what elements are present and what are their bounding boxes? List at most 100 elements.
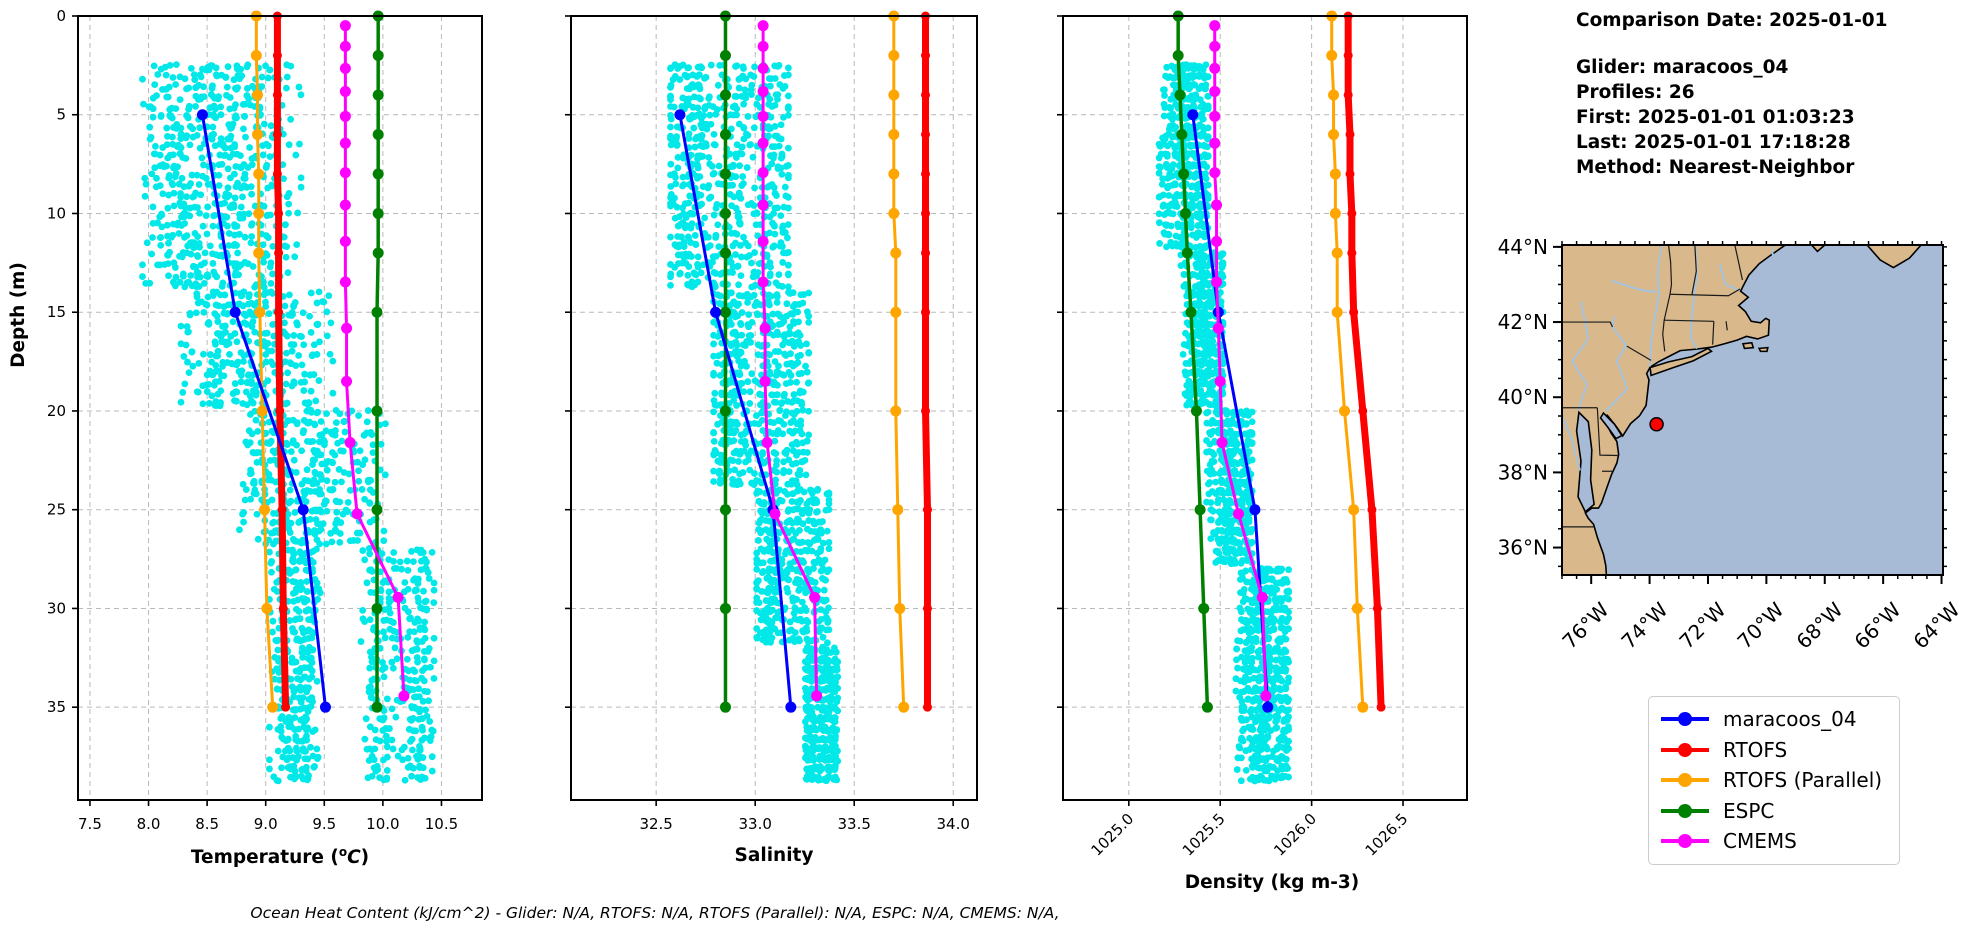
svg-text:0: 0 [56, 7, 66, 25]
map-lat-labels: 44°N42°N40°N38°N36°N [1498, 235, 1548, 560]
map-vt-nh-border [1691, 245, 1697, 295]
temperature-axis-label: Temperature (oC) [190, 845, 370, 869]
map-de-md-border [1596, 407, 1619, 457]
salinity-series-espc [719, 10, 731, 713]
svg-text:15: 15 [47, 303, 66, 321]
density-scatter-cloud [1155, 61, 1292, 785]
temperature-series-espc [371, 10, 384, 713]
method-text: Method: Nearest-Neighbor [1576, 157, 1855, 178]
map-mohawk-river [1611, 279, 1657, 293]
temperature-plot: 7.5 8.0 8.5 9.0 9.5 10.0 10.5 0 5 10 15 20 25 30 35 [47, 7, 483, 833]
svg-text:32.5: 32.5 [639, 815, 672, 833]
rtofs-parallel-line-swatch [1661, 773, 1709, 788]
density-series-rtofs [1343, 11, 1386, 712]
map-ma-north-border [1670, 288, 1741, 297]
svg-text:33.0: 33.0 [738, 815, 771, 833]
espc-line-swatch [1661, 803, 1709, 818]
svg-text:35: 35 [47, 698, 66, 716]
salinity-plot: 32.5 33.0 33.5 34.0 [565, 10, 978, 833]
density-axis-label: Density (kg m-3) [1184, 872, 1360, 893]
last-time-text: Last: 2025-01-01 17:18:28 [1576, 132, 1851, 153]
svg-text:9.5: 9.5 [312, 815, 336, 833]
map-ri-ma-border [1725, 321, 1728, 331]
temperature-ticks [72, 15, 443, 806]
map-nova-scotia [1866, 245, 1923, 269]
density-frame [1062, 15, 1468, 801]
legend-item-cmems: CMEMS [1661, 826, 1899, 857]
rtofs-line-swatch [1661, 742, 1709, 757]
map-ny-pa-border [1562, 321, 1614, 328]
legend-item-rtofs: RTOFS [1661, 735, 1899, 766]
legend-item-glider: maracoos_04 [1661, 704, 1899, 735]
svg-text:9.0: 9.0 [254, 815, 278, 833]
temperature-series-rtofs-parallel- [250, 10, 279, 713]
legend-label: ESPC [1723, 798, 1775, 823]
svg-text:10.5: 10.5 [425, 815, 458, 833]
salinity-series-cmems [757, 20, 823, 702]
map-delaware-bay [1599, 411, 1624, 440]
map-ma-ct-border [1664, 319, 1714, 322]
comparison-date-text: Comparison Date: 2025-01-01 [1576, 10, 1888, 31]
salinity-series-rtofs-parallel- [888, 10, 910, 713]
map-ny-vt-border [1667, 245, 1673, 295]
map-major-ticks [1553, 245, 1943, 584]
svg-text:33.5: 33.5 [838, 815, 871, 833]
density-plot: 1025.0 1025.5 1026.0 1026.5 [1057, 10, 1468, 860]
legend-label: RTOFS (Parallel) [1723, 768, 1883, 793]
map-mainland [1562, 245, 1787, 575]
svg-text:8.5: 8.5 [195, 815, 219, 833]
map-kennebec-river [1771, 245, 1774, 257]
map-nh-me-border [1734, 245, 1744, 281]
svg-text:25: 25 [47, 501, 66, 519]
map-ny-ma-ct-border [1662, 294, 1671, 352]
map-chesapeake-bay [1575, 410, 1595, 514]
map-ri-ct-border [1712, 321, 1715, 345]
map-ticks [1558, 241, 1947, 579]
glider-location-marker [1649, 417, 1664, 432]
temperature-frame [77, 15, 483, 801]
first-time-text: First: 2025-01-01 01:03:23 [1576, 107, 1855, 128]
density-ticks [1057, 15, 1404, 806]
map-maine-island [1810, 245, 1826, 253]
salinity-ticks [565, 15, 955, 806]
svg-text:8.0: 8.0 [137, 815, 161, 833]
svg-text:5: 5 [56, 106, 66, 124]
depth-axis-label: Depth (m) [8, 262, 29, 368]
density-series-cmems [1209, 20, 1272, 702]
temperature-tick-labels: 7.5 8.0 8.5 9.0 9.5 10.0 10.5 0 5 10 15 20 25 30 35 [47, 7, 458, 833]
glider-name-text: Glider: maracoos_04 [1576, 57, 1789, 78]
ohc-footnote: Ocean Heat Content (kJ/cm^2) - Glider: N… [250, 904, 1060, 922]
location-map: 44°N42°N40°N38°N36°N [1498, 235, 1947, 584]
svg-text:20: 20 [47, 402, 66, 420]
density-tick-labels: 1025.0 1025.5 1026.0 1026.5 [1087, 810, 1411, 860]
legend-label: maracoos_04 [1723, 707, 1857, 732]
temperature-series-rtofs [272, 11, 291, 712]
map-long-island [1649, 347, 1713, 377]
map-potomac-river [1562, 415, 1581, 471]
map-nj-ny-border [1626, 345, 1652, 361]
map-hudson-river [1649, 245, 1663, 367]
svg-text:7.5: 7.5 [78, 815, 102, 833]
map-merrimack-river [1718, 263, 1739, 291]
legend-item-rtofs-parallel: RTOFS (Parallel) [1661, 765, 1899, 796]
map-nantucket [1757, 346, 1769, 353]
svg-text:10: 10 [47, 204, 66, 222]
glider-line-swatch [1661, 712, 1709, 727]
salinity-axis-label: Salinity [734, 845, 814, 866]
salinity-series-rtofs [921, 11, 932, 712]
salinity-tick-labels: 32.5 33.0 33.5 34.0 [639, 815, 969, 833]
temperature-series-cmems [339, 20, 410, 702]
salinity-frame [570, 15, 978, 801]
legend-label: RTOFS [1723, 737, 1788, 762]
density-series-rtofs-parallel- [1326, 10, 1369, 713]
comparison-info-block: Comparison Date: 2025-01-01 Glider: mara… [1576, 8, 1888, 180]
svg-text:34.0: 34.0 [937, 815, 970, 833]
legend-item-espc: ESPC [1661, 796, 1899, 827]
map-marthas-vineyard [1741, 341, 1755, 350]
legend-label: CMEMS [1723, 829, 1797, 854]
temperature-series-maracoos-04 [196, 109, 331, 713]
map-susquehanna-river [1571, 301, 1590, 411]
legend: maracoos_04 RTOFS RTOFS (Parallel) ESPC … [1648, 696, 1900, 865]
